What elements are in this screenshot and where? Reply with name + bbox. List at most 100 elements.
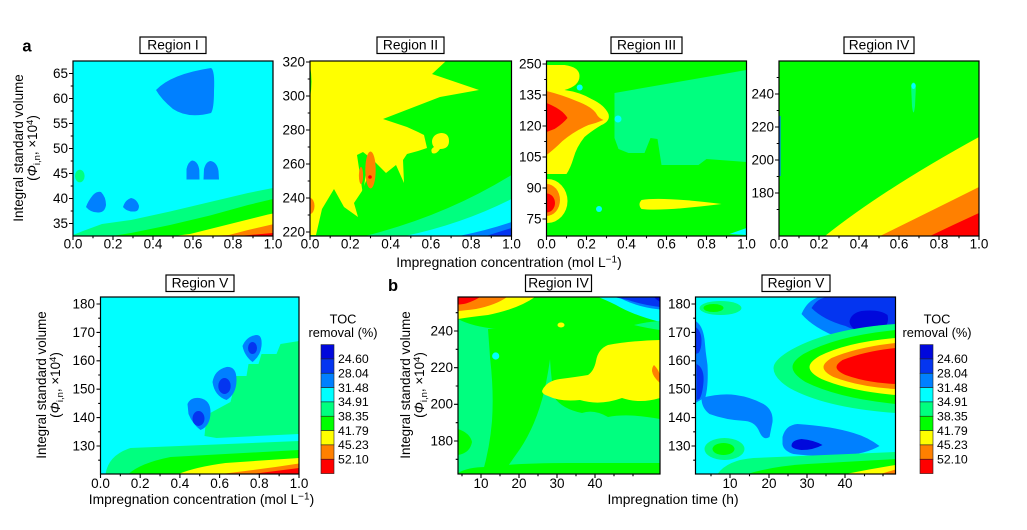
svg-text:Region V: Region V — [172, 276, 230, 291]
svg-text:45.23: 45.23 — [338, 438, 369, 452]
svg-text:140: 140 — [72, 410, 95, 425]
svg-text:260: 260 — [282, 156, 305, 171]
svg-text:(Φi,n, ×104): (Φi,n, ×104) — [412, 352, 430, 418]
svg-text:0.8: 0.8 — [930, 237, 949, 252]
svg-text:0.2: 0.2 — [131, 476, 150, 491]
svg-text:0.6: 0.6 — [657, 237, 676, 252]
svg-text:150: 150 — [72, 382, 95, 397]
svg-text:Integral standard volume: Integral standard volume — [34, 311, 49, 458]
svg-text:0.2: 0.2 — [104, 237, 123, 252]
svg-text:removal (%): removal (%) — [309, 325, 378, 340]
svg-text:38.35: 38.35 — [338, 410, 369, 424]
svg-text:140: 140 — [668, 410, 691, 425]
svg-text:0.8: 0.8 — [697, 237, 716, 252]
svg-text:45.23: 45.23 — [937, 438, 968, 452]
svg-text:Integral standard volume: Integral standard volume — [11, 74, 26, 221]
svg-text:45: 45 — [53, 166, 68, 181]
svg-text:0.0: 0.0 — [770, 237, 789, 252]
svg-text:320: 320 — [282, 54, 305, 69]
svg-text:b: b — [388, 277, 398, 295]
svg-text:135: 135 — [519, 87, 542, 102]
svg-text:75: 75 — [526, 211, 541, 226]
svg-text:240: 240 — [282, 190, 305, 205]
svg-text:52.10: 52.10 — [937, 453, 968, 467]
svg-text:250: 250 — [519, 56, 542, 71]
svg-text:0.4: 0.4 — [144, 237, 163, 252]
svg-text:0.4: 0.4 — [850, 237, 869, 252]
svg-text:0.8: 0.8 — [462, 237, 481, 252]
svg-text:40: 40 — [587, 476, 602, 491]
svg-text:34.91: 34.91 — [937, 395, 968, 409]
svg-text:240: 240 — [430, 323, 453, 338]
svg-text:220: 220 — [282, 224, 305, 239]
svg-text:52.10: 52.10 — [338, 453, 369, 467]
svg-text:Region III: Region III — [617, 38, 676, 53]
svg-text:35: 35 — [53, 216, 68, 231]
svg-text:180: 180 — [751, 185, 774, 200]
svg-text:removal (%): removal (%) — [903, 325, 972, 340]
svg-text:40: 40 — [837, 476, 852, 491]
svg-text:220: 220 — [430, 360, 453, 375]
svg-text:160: 160 — [72, 353, 95, 368]
svg-text:0.6: 0.6 — [210, 476, 229, 491]
svg-text:Region IV: Region IV — [528, 276, 589, 291]
svg-text:1.0: 1.0 — [264, 237, 283, 252]
svg-text:a: a — [22, 38, 32, 56]
svg-text:Region I: Region I — [147, 38, 198, 53]
svg-text:24.60: 24.60 — [937, 352, 968, 366]
svg-text:180: 180 — [668, 296, 691, 311]
svg-text:60: 60 — [53, 91, 68, 106]
svg-text:300: 300 — [282, 88, 305, 103]
svg-text:0.8: 0.8 — [250, 476, 269, 491]
svg-text:130: 130 — [72, 438, 95, 453]
svg-text:150: 150 — [668, 382, 691, 397]
svg-text:0.2: 0.2 — [577, 237, 596, 252]
svg-text:130: 130 — [668, 438, 691, 453]
svg-text:1.0: 1.0 — [737, 237, 756, 252]
svg-text:220: 220 — [751, 119, 774, 134]
svg-text:Impregnation time (h): Impregnation time (h) — [607, 492, 738, 507]
svg-text:40: 40 — [53, 191, 68, 206]
svg-text:65: 65 — [53, 66, 68, 81]
svg-text:0.0: 0.0 — [537, 237, 556, 252]
svg-text:TOC: TOC — [924, 312, 951, 327]
svg-text:0.4: 0.4 — [381, 237, 400, 252]
svg-text:30: 30 — [799, 476, 814, 491]
svg-text:Region IV: Region IV — [849, 38, 910, 53]
svg-text:20: 20 — [761, 476, 776, 491]
svg-text:10: 10 — [473, 476, 488, 491]
svg-text:280: 280 — [282, 122, 305, 137]
svg-text:0.6: 0.6 — [184, 237, 203, 252]
svg-text:41.79: 41.79 — [338, 424, 369, 438]
svg-text:0.0: 0.0 — [64, 237, 83, 252]
svg-text:0.0: 0.0 — [91, 476, 110, 491]
svg-text:170: 170 — [668, 325, 691, 340]
svg-text:0.4: 0.4 — [617, 237, 636, 252]
svg-text:31.48: 31.48 — [937, 381, 968, 395]
svg-text:38.35: 38.35 — [937, 410, 968, 424]
svg-text:0.2: 0.2 — [341, 237, 360, 252]
svg-text:10: 10 — [722, 476, 737, 491]
svg-text:0.8: 0.8 — [224, 237, 243, 252]
svg-text:28.04: 28.04 — [338, 367, 369, 381]
svg-text:Region II: Region II — [383, 38, 438, 53]
svg-text:TOC: TOC — [330, 312, 357, 327]
svg-text:1.0: 1.0 — [502, 237, 521, 252]
svg-text:200: 200 — [751, 152, 774, 167]
svg-text:170: 170 — [72, 325, 95, 340]
svg-text:Integral standard volume: Integral standard volume — [398, 311, 413, 458]
svg-text:105: 105 — [519, 149, 542, 164]
svg-text:120: 120 — [519, 118, 542, 133]
svg-text:0.2: 0.2 — [810, 237, 829, 252]
svg-text:50: 50 — [53, 141, 68, 156]
svg-text:31.48: 31.48 — [338, 381, 369, 395]
svg-text:55: 55 — [53, 116, 68, 131]
svg-text:200: 200 — [430, 397, 453, 412]
svg-text:28.04: 28.04 — [937, 367, 968, 381]
svg-text:0.6: 0.6 — [890, 237, 909, 252]
svg-text:160: 160 — [668, 353, 691, 368]
svg-text:30: 30 — [549, 476, 564, 491]
svg-text:24.60: 24.60 — [338, 352, 369, 366]
svg-text:90: 90 — [526, 180, 541, 195]
svg-text:240: 240 — [751, 86, 774, 101]
